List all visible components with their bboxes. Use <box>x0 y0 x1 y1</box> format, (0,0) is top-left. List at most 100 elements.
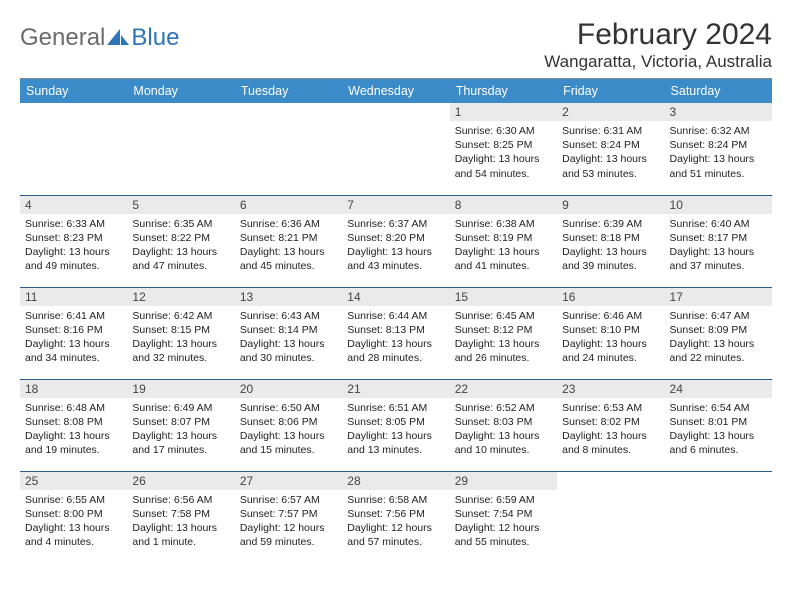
calendar-cell: 28Sunrise: 6:58 AMSunset: 7:56 PMDayligh… <box>342 471 449 563</box>
title-block: February 2024 Wangaratta, Victoria, Aust… <box>544 18 772 72</box>
day-info: Sunrise: 6:40 AMSunset: 8:17 PMDaylight:… <box>669 217 768 274</box>
day-info: Sunrise: 6:49 AMSunset: 8:07 PMDaylight:… <box>131 401 230 458</box>
day-number: 27 <box>235 472 342 490</box>
calendar-cell: 7Sunrise: 6:37 AMSunset: 8:20 PMDaylight… <box>342 195 449 287</box>
day-number: 24 <box>665 380 772 398</box>
calendar-cell: 8Sunrise: 6:38 AMSunset: 8:19 PMDaylight… <box>450 195 557 287</box>
day-number: 4 <box>20 196 127 214</box>
dow-sunday: Sunday <box>20 79 127 103</box>
calendar-cell: 11 Sunrise: 6:41 AMSunset: 8:16 PMDayligh… <box>20 287 127 379</box>
calendar-body: 1Sunrise: 6:30 AMSunset: 8:25 PMDaylight… <box>20 103 772 563</box>
dow-friday: Friday <box>557 79 664 103</box>
location-text: Wangaratta, Victoria, Australia <box>544 52 772 72</box>
day-number: 2 <box>557 103 664 121</box>
day-number: 14 <box>342 288 449 306</box>
calendar-cell <box>235 103 342 195</box>
day-number: 19 <box>127 380 234 398</box>
day-number: 18 <box>20 380 127 398</box>
day-number: 15 <box>450 288 557 306</box>
day-info: Sunrise: 6:56 AMSunset: 7:58 PMDaylight:… <box>131 493 230 550</box>
calendar-cell <box>665 471 772 563</box>
day-number: 23 <box>557 380 664 398</box>
day-number: 16 <box>557 288 664 306</box>
day-number: 22 <box>450 380 557 398</box>
calendar-week-row: 4 Sunrise: 6:33 AMSunset: 8:23 PMDaylight… <box>20 195 772 287</box>
day-info: Sunrise: 6:59 AMSunset: 7:54 PMDaylight:… <box>454 493 553 550</box>
day-info: Sunrise: 6:41 AMSunset: 8:16 PMDaylight:… <box>24 309 123 366</box>
dow-saturday: Saturday <box>665 79 772 103</box>
calendar-page: General Blue February 2024 Wangaratta, V… <box>0 0 792 573</box>
day-info: Sunrise: 6:42 AMSunset: 8:15 PMDaylight:… <box>131 309 230 366</box>
day-number: 6 <box>235 196 342 214</box>
calendar-cell: 21Sunrise: 6:51 AMSunset: 8:05 PMDayligh… <box>342 379 449 471</box>
calendar-cell: 2Sunrise: 6:31 AMSunset: 8:24 PMDaylight… <box>557 103 664 195</box>
day-number: 12 <box>127 288 234 306</box>
sail-icon <box>107 29 129 47</box>
calendar-cell: 29 Sunrise: 6:59 AMSunset: 7:54 PMDayligh… <box>450 471 557 563</box>
calendar-cell: 13 Sunrise: 6:43 AMSunset: 8:14 PMDayligh… <box>235 287 342 379</box>
calendar-cell: 19 Sunrise: 6:49 AMSunset: 8:07 PMDayligh… <box>127 379 234 471</box>
day-number: 1 <box>450 103 557 121</box>
day-number: 10 <box>665 196 772 214</box>
calendar-cell: 20 Sunrise: 6:50 AMSunset: 8:06 PMDayligh… <box>235 379 342 471</box>
calendar-cell: 5 Sunrise: 6:35 AMSunset: 8:22 PMDaylight… <box>127 195 234 287</box>
day-info: Sunrise: 6:33 AMSunset: 8:23 PMDaylight:… <box>24 217 123 274</box>
calendar-week-row: 18 Sunrise: 6:48 AMSunset: 8:08 PMDayligh… <box>20 379 772 471</box>
month-title: February 2024 <box>544 18 772 52</box>
day-info: Sunrise: 6:39 AMSunset: 8:18 PMDaylight:… <box>561 217 660 274</box>
calendar-cell: 18 Sunrise: 6:48 AMSunset: 8:08 PMDayligh… <box>20 379 127 471</box>
day-info: Sunrise: 6:43 AMSunset: 8:14 PMDaylight:… <box>239 309 338 366</box>
day-info: Sunrise: 6:52 AMSunset: 8:03 PMDaylight:… <box>454 401 553 458</box>
calendar-cell: 6 Sunrise: 6:36 AMSunset: 8:21 PMDaylight… <box>235 195 342 287</box>
calendar-cell <box>557 471 664 563</box>
calendar-cell <box>20 103 127 195</box>
calendar-cell: 14 Sunrise: 6:44 AMSunset: 8:13 PMDayligh… <box>342 287 449 379</box>
day-number: 29 <box>450 472 557 490</box>
calendar-cell: 3 Sunrise: 6:32 AMSunset: 8:24 PMDaylight… <box>665 103 772 195</box>
day-number: 17 <box>665 288 772 306</box>
dow-wednesday: Wednesday <box>342 79 449 103</box>
day-info: Sunrise: 6:48 AMSunset: 8:08 PMDaylight:… <box>24 401 123 458</box>
day-info: Sunrise: 6:54 AMSunset: 8:01 PMDaylight:… <box>669 401 768 458</box>
day-number: 26 <box>127 472 234 490</box>
calendar-table: Sunday Monday Tuesday Wednesday Thursday… <box>20 79 772 563</box>
calendar-cell: 25 Sunrise: 6:55 AMSunset: 8:00 PMDayligh… <box>20 471 127 563</box>
day-info: Sunrise: 6:57 AMSunset: 7:57 PMDaylight:… <box>239 493 338 550</box>
day-info: Sunrise: 6:50 AMSunset: 8:06 PMDaylight:… <box>239 401 338 458</box>
day-number: 13 <box>235 288 342 306</box>
dow-monday: Monday <box>127 79 234 103</box>
day-number: 9 <box>557 196 664 214</box>
day-info: Sunrise: 6:32 AMSunset: 8:24 PMDaylight:… <box>669 124 768 181</box>
calendar-week-row: 1Sunrise: 6:30 AMSunset: 8:25 PMDaylight… <box>20 103 772 195</box>
calendar-cell: 4 Sunrise: 6:33 AMSunset: 8:23 PMDaylight… <box>20 195 127 287</box>
calendar-cell <box>127 103 234 195</box>
day-number: 20 <box>235 380 342 398</box>
day-of-week-row: Sunday Monday Tuesday Wednesday Thursday… <box>20 79 772 103</box>
day-info: Sunrise: 6:35 AMSunset: 8:22 PMDaylight:… <box>131 217 230 274</box>
day-info: Sunrise: 6:53 AMSunset: 8:02 PMDaylight:… <box>561 401 660 458</box>
logo: General Blue <box>20 18 179 52</box>
calendar-week-row: 11 Sunrise: 6:41 AMSunset: 8:16 PMDayligh… <box>20 287 772 379</box>
day-number: 11 <box>20 288 127 306</box>
calendar-cell: 22 Sunrise: 6:52 AMSunset: 8:03 PMDayligh… <box>450 379 557 471</box>
calendar-cell: 9 Sunrise: 6:39 AMSunset: 8:18 PMDaylight… <box>557 195 664 287</box>
calendar-cell: 17Sunrise: 6:47 AMSunset: 8:09 PMDayligh… <box>665 287 772 379</box>
calendar-cell: 26 Sunrise: 6:56 AMSunset: 7:58 PMDayligh… <box>127 471 234 563</box>
day-number: 25 <box>20 472 127 490</box>
day-number: 5 <box>127 196 234 214</box>
calendar-cell: 16 Sunrise: 6:46 AMSunset: 8:10 PMDayligh… <box>557 287 664 379</box>
header-row: General Blue February 2024 Wangaratta, V… <box>20 18 772 72</box>
day-info: Sunrise: 6:46 AMSunset: 8:10 PMDaylight:… <box>561 309 660 366</box>
calendar-cell: 27 Sunrise: 6:57 AMSunset: 7:57 PMDayligh… <box>235 471 342 563</box>
day-info: Sunrise: 6:37 AMSunset: 8:20 PMDaylight:… <box>346 217 445 274</box>
calendar-cell: 1Sunrise: 6:30 AMSunset: 8:25 PMDaylight… <box>450 103 557 195</box>
day-info: Sunrise: 6:44 AMSunset: 8:13 PMDaylight:… <box>346 309 445 366</box>
day-info: Sunrise: 6:36 AMSunset: 8:21 PMDaylight:… <box>239 217 338 274</box>
day-info: Sunrise: 6:51 AMSunset: 8:05 PMDaylight:… <box>346 401 445 458</box>
day-number: 28 <box>342 472 449 490</box>
day-info: Sunrise: 6:55 AMSunset: 8:00 PMDaylight:… <box>24 493 123 550</box>
calendar-cell: 24 Sunrise: 6:54 AMSunset: 8:01 PMDayligh… <box>665 379 772 471</box>
logo-text-1: General <box>20 24 105 52</box>
dow-thursday: Thursday <box>450 79 557 103</box>
day-number: 3 <box>665 103 772 121</box>
